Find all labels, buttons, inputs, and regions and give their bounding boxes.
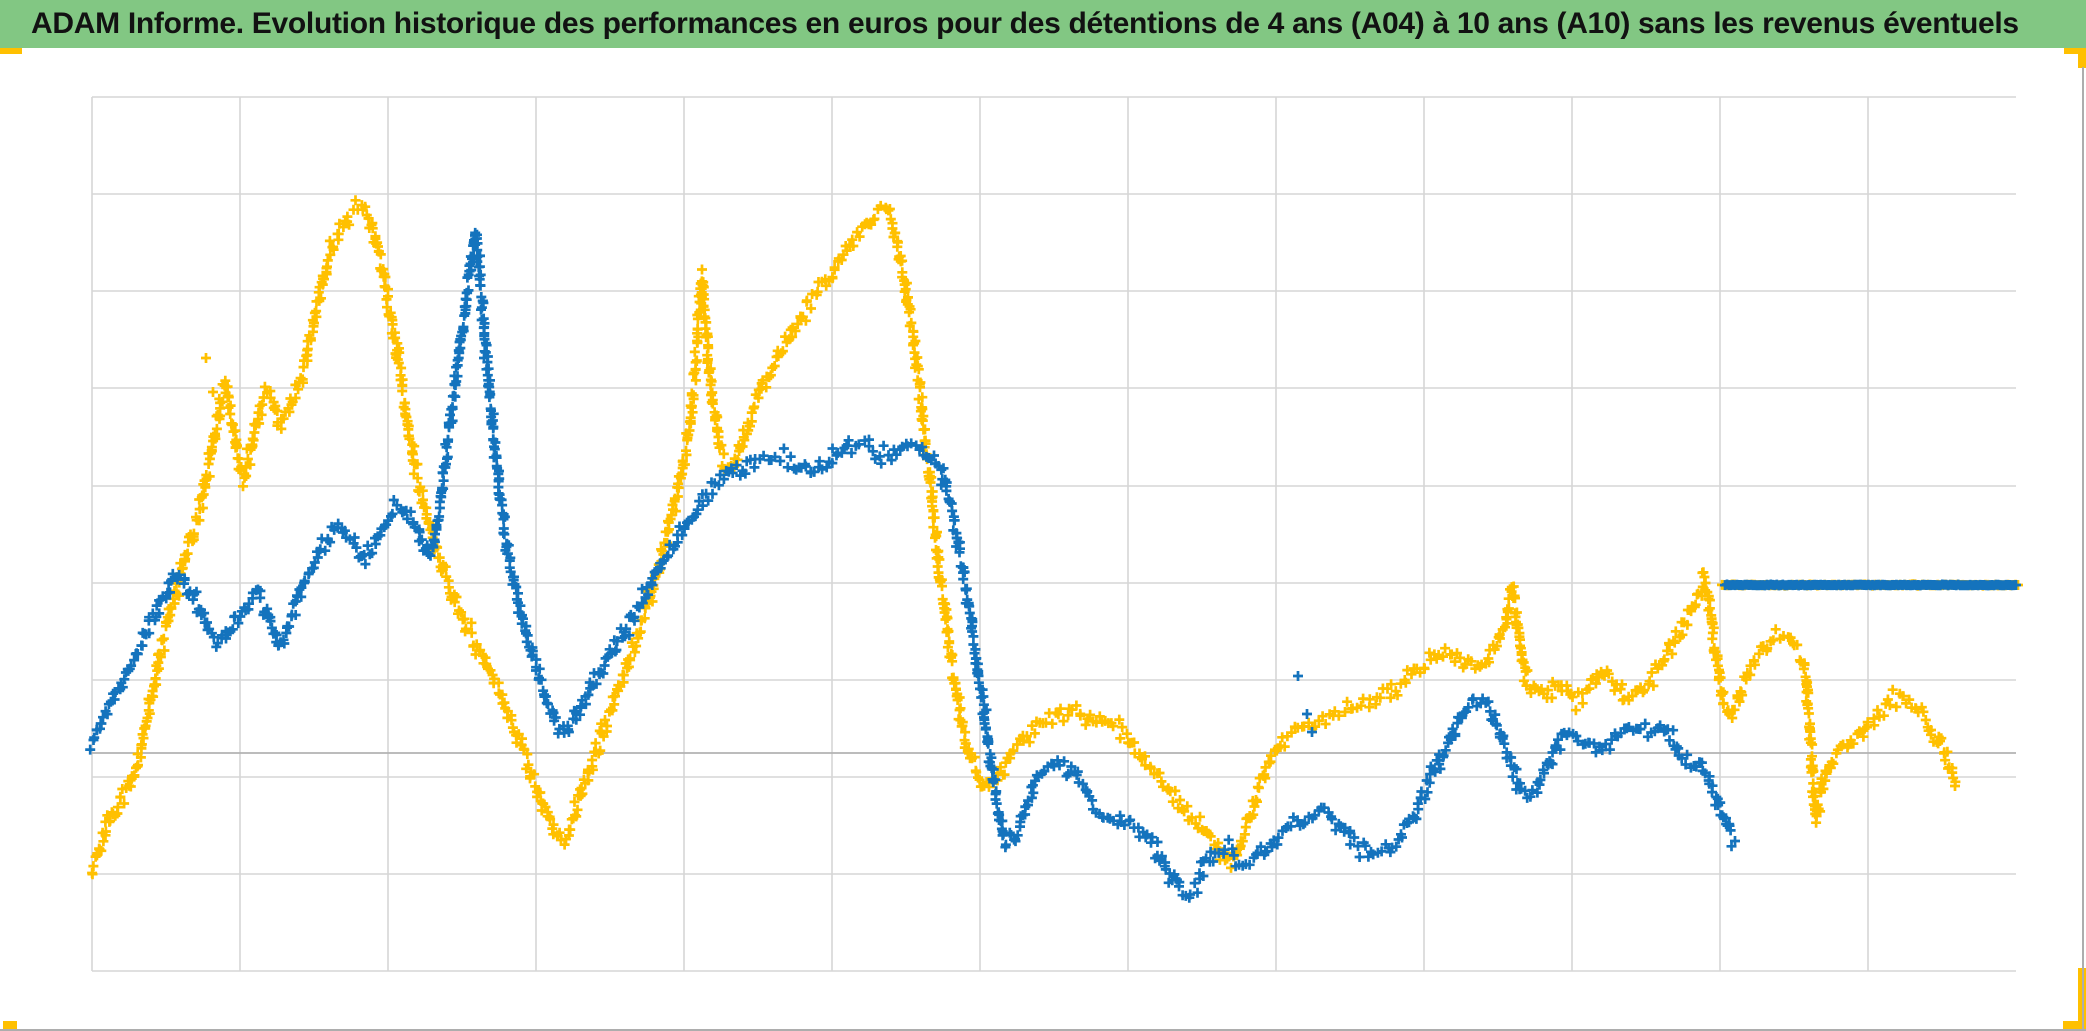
accent-bottom-left-mark <box>3 1021 17 1030</box>
accent-top-right-bracket-v <box>2078 48 2086 68</box>
accent-top-right-bracket <box>2064 48 2086 54</box>
page-title: ADAM Informe. Evolution historique des p… <box>31 7 2019 40</box>
right-edge-rule <box>2082 67 2084 1031</box>
accent-bottom-right-bracket-h <box>2063 1021 2086 1031</box>
yellow-series <box>87 195 1961 880</box>
bottom-edge-rule <box>0 1029 2086 1031</box>
header-bar: ADAM Informe. Evolution historique des p… <box>0 0 2086 48</box>
blue-series <box>85 227 1740 903</box>
accent-top-left-mark <box>0 48 22 54</box>
blue-flat-tail <box>1720 579 2021 591</box>
